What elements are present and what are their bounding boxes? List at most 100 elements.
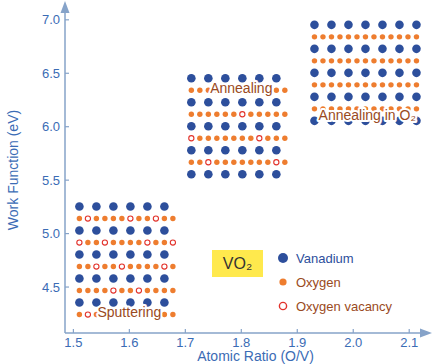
vanadium-atom	[160, 274, 169, 283]
vanadium-atom	[344, 45, 353, 54]
oxygen-atom	[414, 58, 419, 63]
vanadium-atom	[412, 93, 421, 102]
oxygen-atom	[282, 112, 287, 117]
vanadium-atom	[272, 170, 281, 179]
vanadium-atom	[327, 69, 336, 78]
vanadium-atom	[75, 274, 84, 283]
vanadium-atom	[143, 274, 152, 283]
vanadium-atom	[361, 69, 370, 78]
oxygen-atom	[265, 136, 270, 141]
oxygen-atom	[77, 312, 82, 317]
oxygen-atom	[282, 160, 287, 165]
oxygen-atom	[240, 160, 245, 165]
vanadium-atom	[109, 274, 118, 283]
x-tick	[129, 329, 130, 333]
oxygen-atom	[312, 58, 317, 63]
oxygen-atom	[346, 34, 351, 39]
oxygen-atom	[85, 264, 90, 269]
oxygen-atom	[197, 136, 202, 141]
vanadium-atom	[160, 298, 169, 307]
oxygen-atom	[85, 240, 90, 245]
vanadium-atom	[221, 170, 230, 179]
vanadium-atom	[75, 298, 84, 307]
oxygen-atom	[197, 160, 202, 165]
vanadium-atom	[221, 98, 230, 107]
vanadium-atom	[395, 69, 404, 78]
oxygen-atom	[388, 34, 393, 39]
x-tick-label: 2.1	[400, 335, 418, 350]
oxygen-atom	[102, 288, 107, 293]
oxygen-atom	[170, 288, 175, 293]
vanadium-atom	[378, 93, 387, 102]
oxygen-atom	[337, 82, 342, 87]
oxygen-atom	[274, 136, 279, 141]
y-tick-label: 6.5	[42, 66, 60, 81]
oxygen-atom	[265, 160, 270, 165]
oxygen-atom	[282, 88, 287, 93]
oxygen-atom	[265, 112, 270, 117]
vanadium-atom	[344, 21, 353, 30]
oxygen-vacancy	[189, 136, 194, 141]
plot-area	[73, 20, 426, 325]
vanadium-atom	[310, 93, 319, 102]
y-tick-label: 5.5	[42, 173, 60, 188]
oxygen-atom	[111, 216, 116, 221]
lattice-extent	[73, 202, 185, 325]
oxygen-atom	[371, 58, 376, 63]
vanadium-atom	[109, 202, 118, 211]
x-tick	[353, 329, 354, 333]
vanadium-atom	[126, 202, 135, 211]
oxygen-atom	[380, 58, 385, 63]
legend: VanadiumOxygenOxygen vacancy	[278, 251, 393, 314]
oxygen-vacancy	[170, 240, 175, 245]
legend-marker	[279, 302, 286, 309]
legend-marker	[278, 253, 288, 263]
y-tick	[65, 180, 69, 181]
x-axis	[65, 332, 426, 334]
y-tick	[65, 73, 69, 74]
oxygen-atom	[162, 312, 167, 317]
vanadium-atom	[272, 98, 281, 107]
vanadium-atom	[187, 170, 196, 179]
oxygen-atom	[329, 82, 334, 87]
y-tick-label: 7.0	[42, 12, 60, 27]
vanadium-atom	[204, 98, 213, 107]
oxygen-vacancy	[102, 240, 107, 245]
vanadium-atom	[160, 250, 169, 259]
oxygen-atom	[223, 136, 228, 141]
oxygen-atom	[346, 58, 351, 63]
oxygen-atom	[214, 136, 219, 141]
vanadium-atom	[344, 93, 353, 102]
vanadium-atom	[187, 74, 196, 83]
y-tick	[65, 286, 69, 287]
vanadium-atom	[412, 21, 421, 30]
vanadium-atom	[75, 226, 84, 235]
x-tick	[185, 329, 186, 333]
oxygen-atom	[380, 34, 385, 39]
vanadium-atom	[412, 45, 421, 54]
oxygen-atom	[94, 288, 99, 293]
lattice-extent	[308, 20, 426, 127]
oxygen-atom	[231, 160, 236, 165]
oxygen-atom	[111, 240, 116, 245]
oxygen-atom	[337, 34, 342, 39]
oxygen-atom	[380, 82, 385, 87]
vanadium-atom	[272, 146, 281, 155]
oxygen-vacancy	[85, 312, 90, 317]
oxygen-atom	[257, 160, 262, 165]
oxygen-atom	[119, 288, 124, 293]
oxygen-atom	[206, 136, 211, 141]
oxygen-atom	[354, 34, 359, 39]
x-tick-label: 2.0	[344, 335, 362, 350]
vanadium-atom	[361, 21, 370, 30]
oxygen-vacancy	[119, 264, 124, 269]
vanadium-atom	[327, 45, 336, 54]
lattice-extent	[185, 73, 297, 185]
oxygen-atom	[354, 58, 359, 63]
oxygen-atom	[119, 216, 124, 221]
vanadium-atom	[378, 45, 387, 54]
oxygen-atom	[320, 34, 325, 39]
oxygen-atom	[397, 34, 402, 39]
vanadium-atom	[238, 146, 247, 155]
oxygen-atom	[363, 34, 368, 39]
